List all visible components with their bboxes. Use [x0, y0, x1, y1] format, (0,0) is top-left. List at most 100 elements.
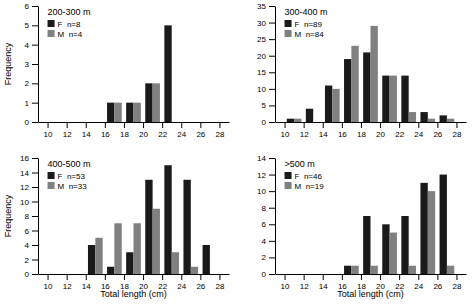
x-tick-label: 18 [357, 130, 366, 139]
x-tick-label: 28 [452, 282, 461, 291]
y-tick-mark [269, 23, 275, 24]
bar [351, 46, 358, 122]
y-tick: 0 [25, 270, 38, 279]
bar [447, 266, 454, 274]
x-tick-mark [380, 122, 381, 128]
legend-item: M n=33 [48, 182, 88, 191]
y-axis: 0123456 [25, 2, 39, 127]
x-tick: 10 [281, 122, 290, 139]
x-tick-label: 12 [63, 282, 72, 291]
y-tick: 25 [257, 35, 275, 44]
x-tick-label: 12 [63, 130, 72, 139]
y-tick-mark [32, 231, 38, 232]
bar [428, 191, 435, 274]
x-tick: 26 [433, 274, 442, 291]
bar-series [95, 209, 198, 274]
bar [153, 83, 160, 122]
bar [172, 252, 179, 274]
bar [95, 238, 102, 274]
bars [107, 25, 172, 122]
x-tick-mark [181, 122, 182, 128]
x-tick-mark [361, 274, 362, 280]
panel: 101214161820222426280123456200-300 mF n=… [3, 2, 230, 139]
y-axis-title: Frequency [3, 194, 13, 237]
y-tick: 1 [25, 99, 38, 108]
x-tick: 24 [177, 274, 186, 291]
bar [88, 122, 95, 123]
x-tick-mark [105, 274, 106, 280]
y-tick-mark [32, 245, 38, 246]
legend-swatch [285, 182, 292, 189]
x-tick-mark [437, 122, 438, 128]
legend-label: M n=84 [295, 30, 325, 39]
legend-item: M n=4 [48, 30, 83, 39]
x-tick: 26 [196, 122, 205, 139]
bar [183, 122, 190, 123]
y-tick-label: 14 [257, 154, 266, 163]
legend-item: F n=8 [48, 20, 81, 29]
x-tick-mark [86, 122, 87, 128]
y-tick-mark [269, 224, 275, 225]
bar [294, 274, 301, 275]
x-tick: 28 [452, 274, 461, 291]
y-tick-mark [269, 6, 275, 7]
y-tick: 15 [257, 68, 275, 77]
x-tick-label: 28 [215, 130, 224, 139]
bar [344, 266, 351, 274]
x-tick-label: 14 [319, 130, 328, 139]
bar [313, 122, 320, 123]
y-tick: 3 [25, 60, 38, 69]
x-tick: 14 [319, 122, 328, 139]
bar [420, 112, 427, 122]
y-tick: 6 [25, 227, 38, 236]
y-tick-mark [269, 72, 275, 73]
legend-label: M n=4 [58, 30, 83, 39]
bar [107, 103, 114, 122]
legend-item: F n=89 [285, 20, 323, 29]
y-tick: 0 [262, 118, 275, 127]
y-tick: 6 [262, 220, 275, 229]
x-axis: 10121416182022242628 [39, 122, 230, 139]
x-tick-mark [162, 122, 163, 128]
y-tick-label: 14 [20, 169, 29, 178]
x-tick-mark [105, 122, 106, 128]
x-tick-label: 22 [395, 130, 404, 139]
bar [390, 233, 397, 274]
y-tick-label: 2 [25, 256, 30, 265]
bar-series [287, 52, 447, 122]
x-tick-label: 24 [177, 130, 186, 139]
y-tick-label: 12 [20, 183, 29, 192]
y-axis-line [38, 7, 39, 123]
y-tick-mark [269, 241, 275, 242]
y-tick-label: 20 [257, 52, 266, 61]
bar [114, 223, 121, 274]
y-tick-label: 6 [25, 2, 30, 11]
x-tick-label: 10 [44, 282, 53, 291]
x-tick-label: 24 [414, 130, 423, 139]
x-tick-mark [162, 274, 163, 280]
x-tick-mark [219, 122, 220, 128]
y-tick-mark [269, 274, 275, 275]
panel-title: 400-500 m [48, 159, 91, 169]
x-tick-mark [67, 122, 68, 128]
bar [332, 274, 339, 275]
x-tick-label: 26 [196, 282, 205, 291]
legend-item: F n=46 [285, 172, 323, 181]
bar-series [294, 26, 454, 122]
bar [363, 52, 370, 122]
x-tick-mark [200, 274, 201, 280]
y-tick: 4 [262, 237, 275, 246]
y-tick-mark [32, 64, 38, 65]
bar [447, 119, 454, 122]
x-tick-mark [285, 274, 286, 280]
bar [382, 76, 389, 122]
x-tick: 12 [300, 122, 309, 139]
x-tick: 12 [63, 274, 72, 291]
bar [420, 183, 427, 274]
y-tick: 5 [25, 21, 38, 30]
x-tick-mark [143, 122, 144, 128]
bar-series [107, 25, 172, 122]
bar-series [351, 191, 454, 274]
bar [203, 245, 210, 274]
x-tick-mark [456, 122, 457, 128]
